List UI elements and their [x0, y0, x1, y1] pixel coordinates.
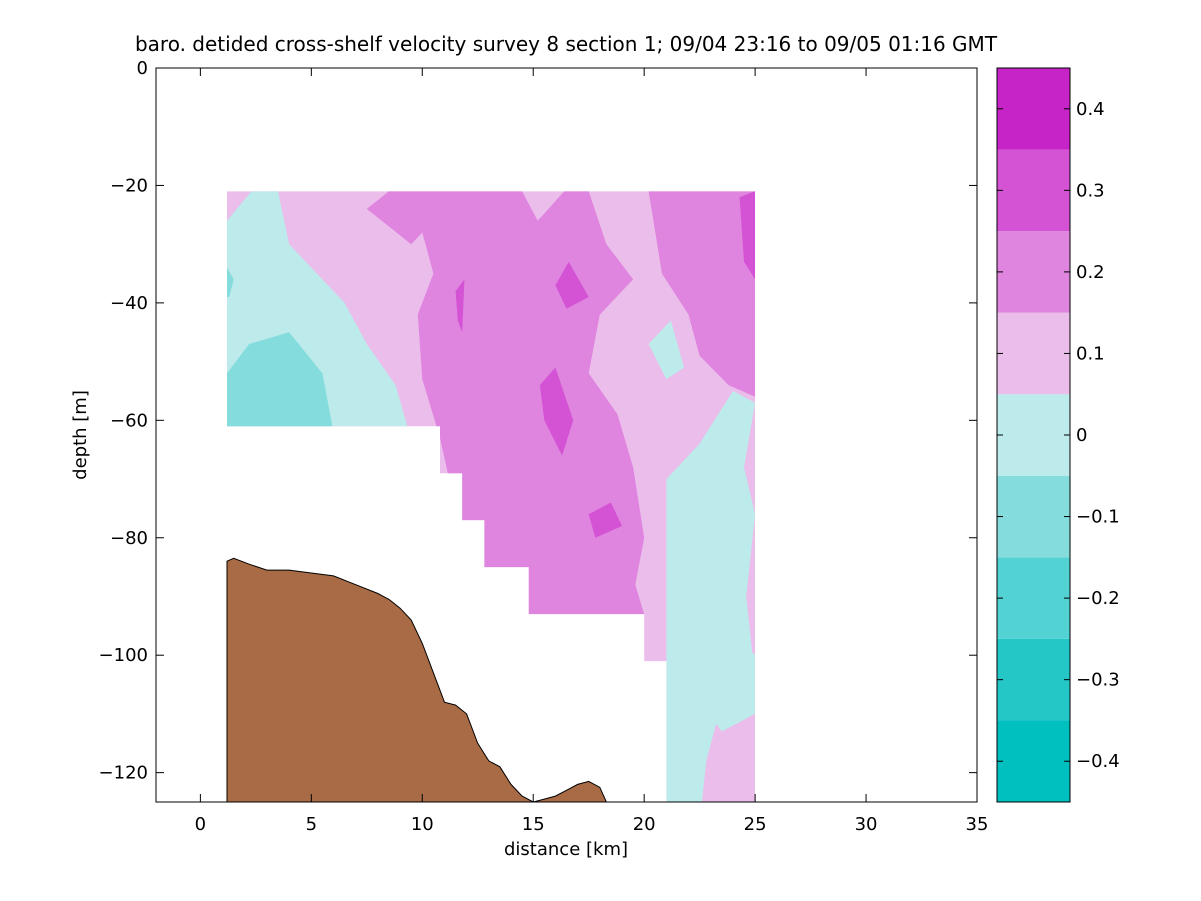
colorbar: −0.4 −0.3 −0.2 −0.1 0 0.1 0.2 0.3 0.4: [996, 67, 1120, 803]
velocity-region-12: [739, 191, 756, 280]
colorbar-swatch: [997, 394, 1070, 476]
colorbar-tick-label: −0.4: [1076, 751, 1120, 772]
y-tick-label: −60: [110, 410, 148, 431]
x-tick-label: 10: [411, 814, 434, 835]
colorbar-swatch: [997, 638, 1070, 721]
plot-frame: [155, 67, 978, 803]
velocity-region-3: [227, 267, 234, 297]
x-tick-label: 15: [522, 814, 545, 835]
velocity-region-11: [455, 279, 465, 333]
x-tick-label: 5: [306, 814, 317, 835]
y-axis-label: depth [m]: [70, 390, 91, 480]
colorbar-swatch: [997, 231, 1070, 313]
velocity-region-5: [366, 191, 434, 245]
colorbar-swatch: [997, 557, 1070, 639]
colorbar-swatch: [997, 720, 1070, 802]
colorbar-tick-label: 0.3: [1076, 180, 1105, 201]
colorbar-swatch: [997, 475, 1070, 558]
y-tick-label: −80: [110, 528, 148, 549]
velocity-region-13: [666, 391, 756, 802]
colorbar-swatch: [997, 312, 1070, 395]
colorbar-swatch: [997, 149, 1070, 232]
y-axis: 0 −20 −40 −60 −80 −100 −120: [99, 58, 977, 784]
x-axis: 0 5 10 15 20 25 30 35: [195, 68, 989, 835]
y-tick-label: −120: [99, 763, 148, 784]
bathymetry-seafloor: [226, 557, 608, 803]
velocity-region-6: [648, 191, 756, 397]
x-tick-label: 35: [966, 814, 989, 835]
x-tick-label: 20: [633, 814, 656, 835]
colorbar-tick-label: 0.2: [1076, 262, 1105, 283]
x-tick-label: 0: [195, 814, 206, 835]
x-tick-label: 30: [855, 814, 878, 835]
plot-area: [155, 67, 978, 803]
colorbar-tick-label: 0.4: [1076, 99, 1105, 120]
velocity-region-9: [539, 367, 574, 456]
y-tick-label: −20: [110, 175, 148, 196]
velocity-region-2: [227, 332, 334, 433]
x-tick-label: 25: [744, 814, 767, 835]
chart-title: baro. detided cross-shelf velocity surve…: [135, 32, 998, 56]
y-tick-label: −100: [99, 645, 148, 666]
colorbar-tick-label: 0.1: [1076, 343, 1105, 364]
velocity-region-14: [648, 320, 685, 380]
colorbar-swatch: [997, 68, 1070, 150]
y-tick-label: −40: [110, 293, 148, 314]
velocity-region-8: [555, 261, 589, 309]
colorbar-tick-label: −0.3: [1076, 670, 1120, 691]
colorbar-tick-label: −0.1: [1076, 507, 1120, 528]
colorbar-tick-label: 0: [1076, 425, 1087, 446]
colorbar-tick-label: −0.2: [1076, 588, 1120, 609]
velocity-region-10: [588, 502, 622, 538]
velocity-region-15: [688, 631, 756, 732]
y-tick-label: 0: [137, 58, 148, 79]
x-axis-label: distance [km]: [504, 839, 628, 860]
